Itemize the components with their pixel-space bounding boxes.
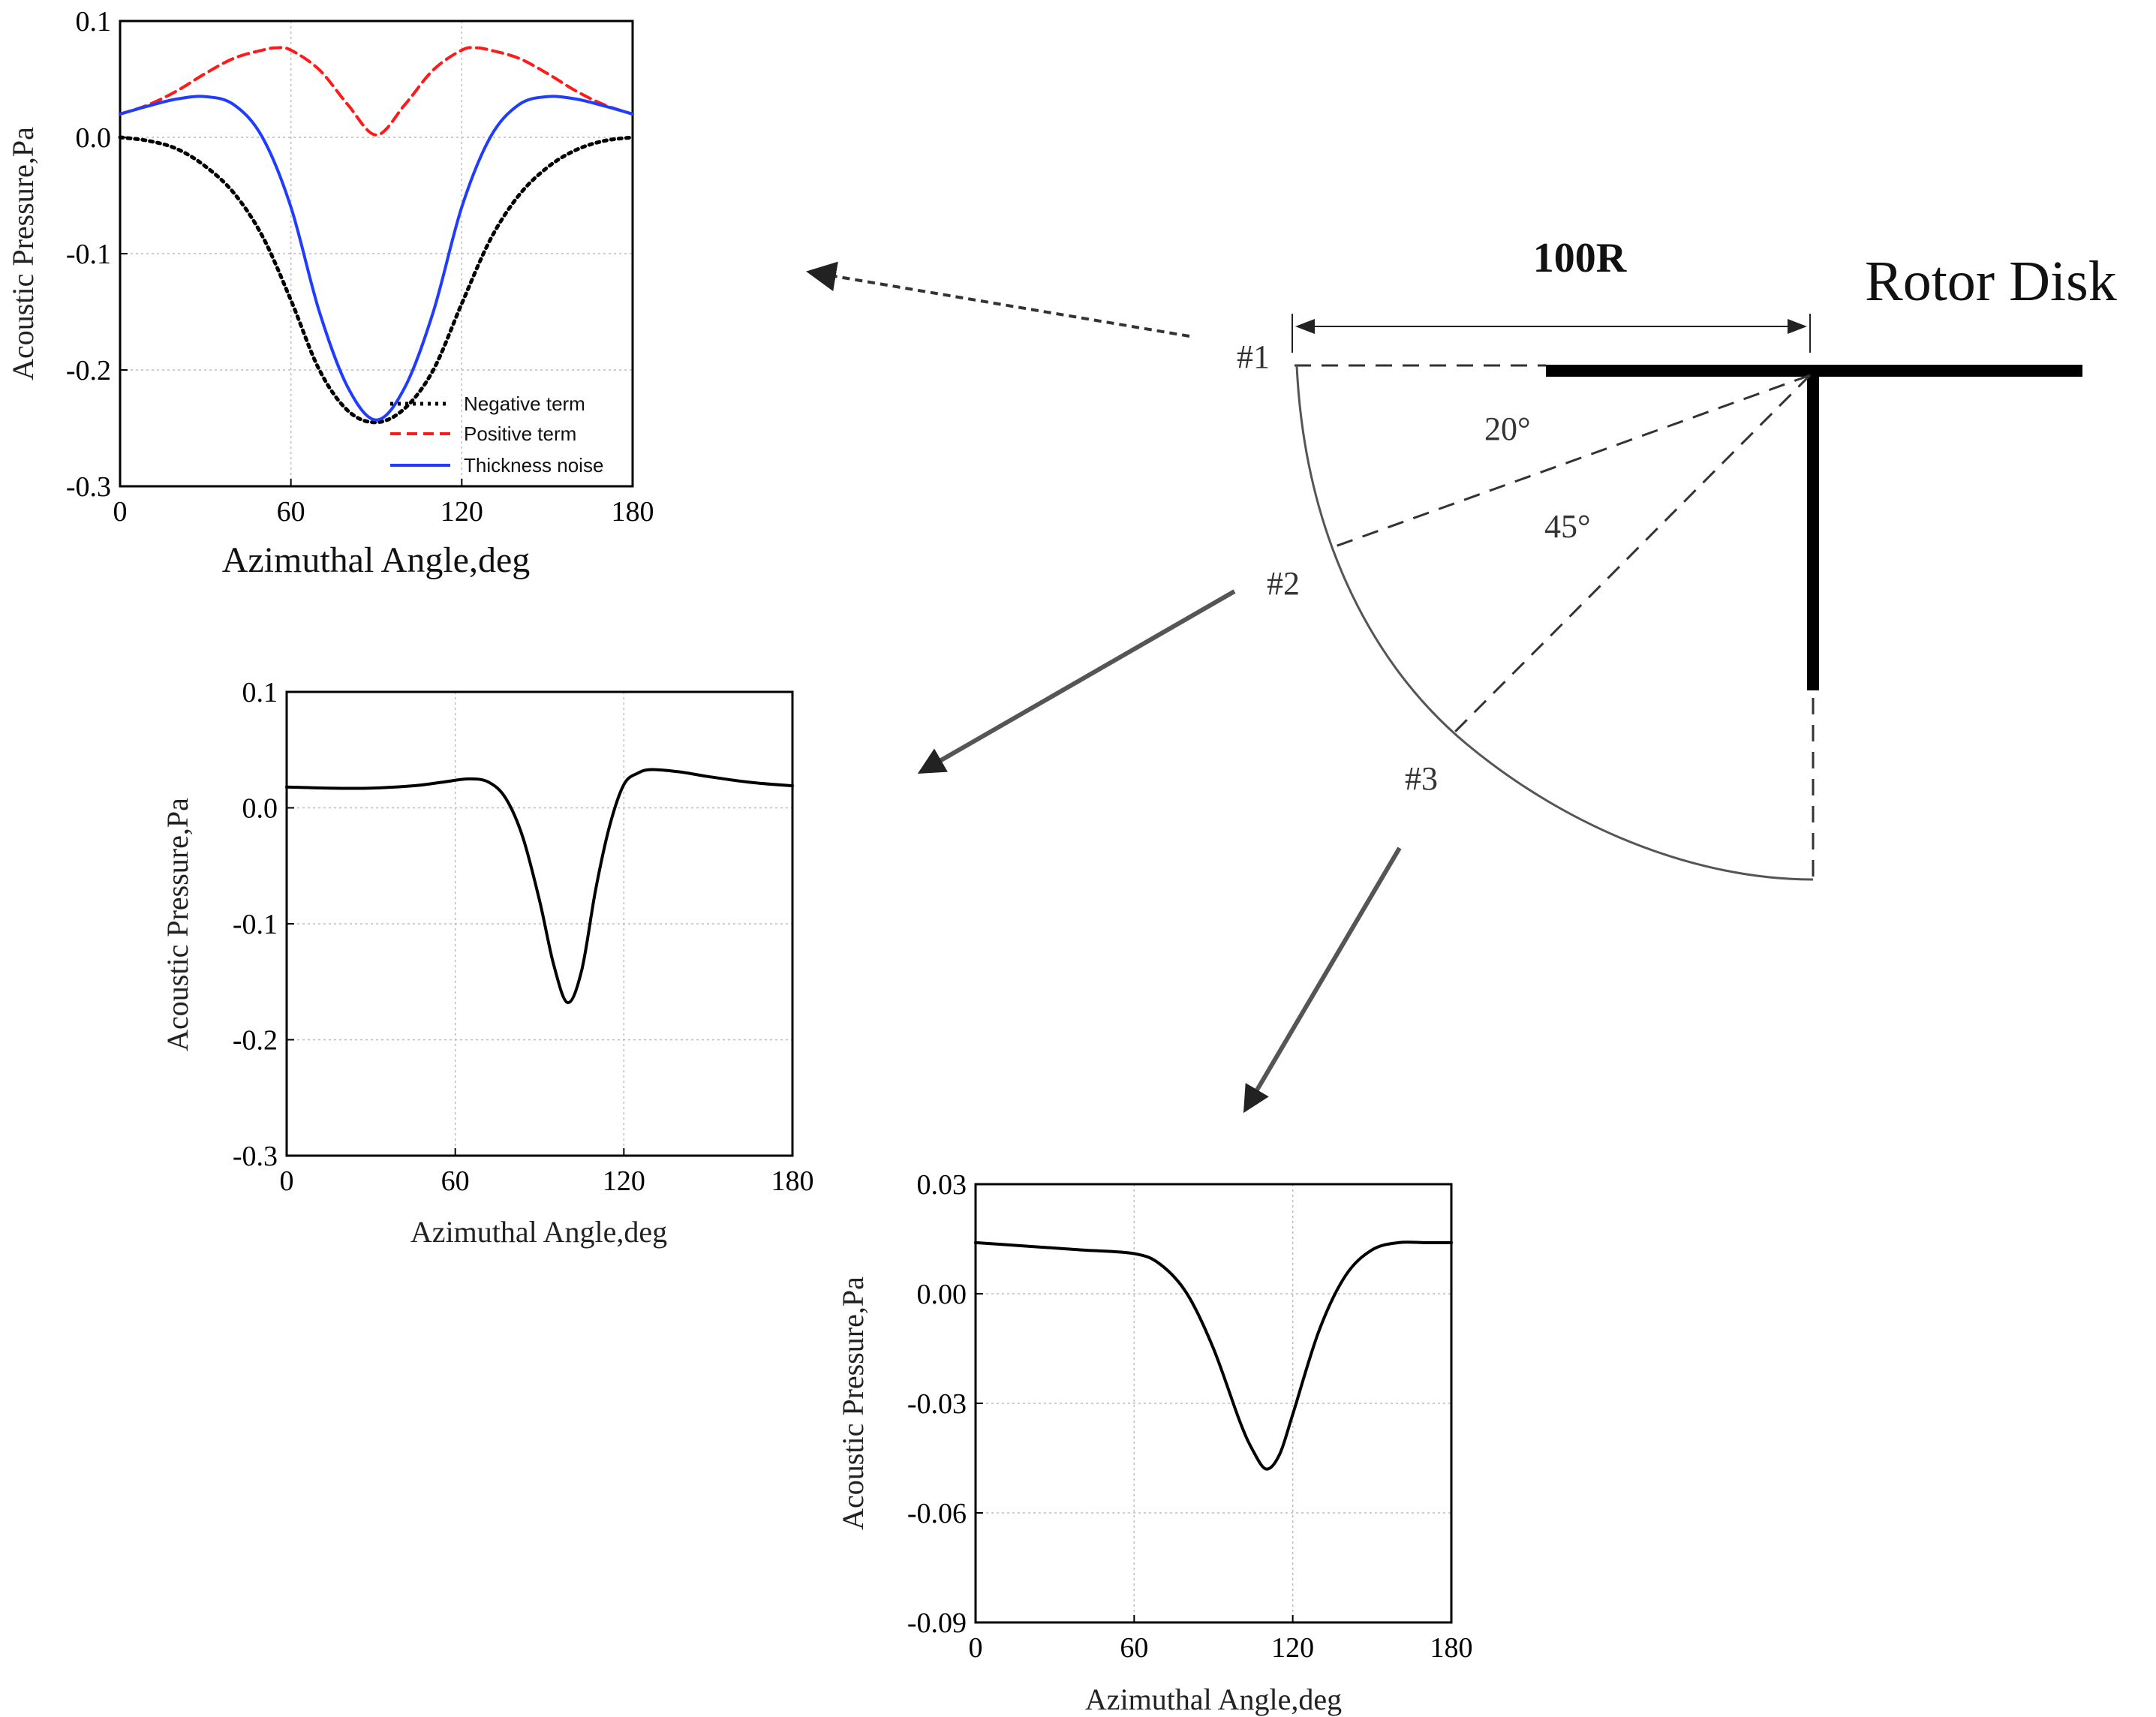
chart-3-x-tick-label: 60 [1120, 1632, 1148, 1664]
chart-observer-3: 0 60 120 180 0.03 0.00 -0.03 -0.06 -0.09 Azimuth… [836, 1169, 1473, 1716]
chart-3-ticks: 0 60 120 180 0.03 0.00 -0.03 -0.06 -0.09 [907, 1169, 1473, 1664]
chart-2-grid [287, 692, 792, 1156]
chart-1-x-axis-title: Azimuthal Angle,deg [222, 540, 531, 580]
legend-label-negative-term: Negative term [464, 392, 585, 415]
chart-1-y-tick-label: 0.0 [76, 122, 112, 154]
chart-1-series-thickness-noise [119, 95, 634, 422]
chart-2-series-thickness-noise [285, 768, 794, 1005]
chart-1-x-tick-label: 180 [612, 496, 654, 528]
chart-2-series-layer [285, 768, 794, 1005]
legend-label-thickness-noise: Thickness noise [464, 454, 603, 477]
chart-1-x-tick-label: 60 [277, 496, 305, 528]
legend-label-positive-term: Positive term [464, 422, 576, 445]
chart-1-x-tick-label: 0 [113, 496, 128, 528]
chart-1-y-tick-label: -0.1 [66, 239, 111, 270]
chart-3-series-layer [974, 1240, 1453, 1471]
chart-2-y-tick-label: 0.1 [242, 677, 278, 708]
observer-arc [1295, 365, 1814, 881]
chart-2-ticks: 0 60 120 180 0.1 0.0 -0.1 -0.2 -0.3 [233, 677, 814, 1197]
chart-1-series-negative-term [118, 135, 635, 425]
observer-1-label: #1 [1237, 338, 1270, 375]
chart-2-x-tick-label: 180 [771, 1165, 814, 1197]
rotor-disk-label: Rotor Disk [1865, 250, 2117, 313]
chart-3-y-tick-label: -0.09 [907, 1607, 967, 1639]
chart-2-y-tick-label: 0.0 [242, 793, 278, 825]
chart-2-x-tick-label: 120 [603, 1165, 645, 1197]
angle-20-label: 20° [1484, 410, 1531, 447]
chart-3-y-tick-label: -0.06 [907, 1498, 967, 1529]
chart-1-y-axis-title: Acoustic Pressure,Pa [6, 127, 40, 380]
chart-3-x-tick-label: 120 [1271, 1632, 1314, 1664]
observer-3-label: #3 [1405, 760, 1438, 797]
observer-3-direction-dashed [1453, 374, 1812, 734]
chart-3-y-tick-label: 0.00 [917, 1279, 967, 1310]
chart-3-y-tick-label: -0.03 [907, 1388, 967, 1420]
chart-2-y-tick-label: -0.2 [233, 1025, 278, 1057]
observer-2-direction-dashed [1331, 374, 1811, 549]
chart-3-y-tick-label: 0.03 [917, 1169, 967, 1201]
chart-1-series-layer [118, 46, 635, 425]
chart-2-x-axis-title: Azimuthal Angle,deg [410, 1215, 667, 1249]
arrow-to-chart-1-icon [806, 261, 1190, 338]
chart-1-grid [120, 21, 633, 486]
dimension-arrow-left-icon [1295, 319, 1315, 334]
chart-observer-1: 0 60 120 180 0.1 0.0 -0.1 -0.2 -0.3 Azimuthal An… [6, 6, 654, 580]
chart-2-x-tick-label: 60 [441, 1165, 470, 1197]
chart-2-y-tick-label: -0.3 [233, 1141, 278, 1172]
chart-3-series-thickness-noise [974, 1240, 1453, 1471]
arrow-to-chart-3-icon [1243, 846, 1402, 1114]
chart-observer-2: 0 60 120 180 0.1 0.0 -0.1 -0.2 -0.3 Azimuthal An… [161, 677, 814, 1249]
dimension-arrow-right-icon [1788, 319, 1807, 334]
chart-1-series-positive-term [119, 46, 634, 137]
chart-3-x-tick-label: 180 [1430, 1632, 1473, 1664]
chart-1-y-tick-label: 0.1 [76, 6, 112, 38]
chart-3-x-tick-label: 0 [969, 1632, 983, 1664]
chart-1-x-tick-label: 120 [441, 496, 483, 528]
angle-45-label: 45° [1544, 508, 1591, 545]
chart-3-y-axis-title: Acoustic Pressure,Pa [836, 1276, 870, 1530]
chart-1-plot-frame [119, 20, 634, 488]
chart-3-grid [976, 1184, 1451, 1622]
chart-1-ticks: 0 60 120 180 0.1 0.0 -0.1 -0.2 -0.3 [66, 6, 654, 528]
chart-1-y-tick-label: -0.2 [66, 355, 111, 386]
rotor-schematic: 100R Rotor Disk #1 #2 #3 20° 45° [806, 235, 2117, 1114]
chart-3-x-axis-title: Azimuthal Angle,deg [1085, 1682, 1342, 1716]
chart-2-y-axis-title: Acoustic Pressure,Pa [161, 798, 194, 1051]
chart-2-y-tick-label: -0.1 [233, 909, 278, 940]
arrow-to-chart-2-icon [917, 589, 1236, 774]
observer-2-label: #2 [1267, 565, 1300, 602]
chart-1-legend: Negative term Positive term Thickness no… [390, 392, 603, 477]
chart-2-x-tick-label: 0 [280, 1165, 294, 1197]
chart-1-y-tick-label: -0.3 [66, 471, 111, 503]
distance-label: 100R [1533, 235, 1627, 281]
